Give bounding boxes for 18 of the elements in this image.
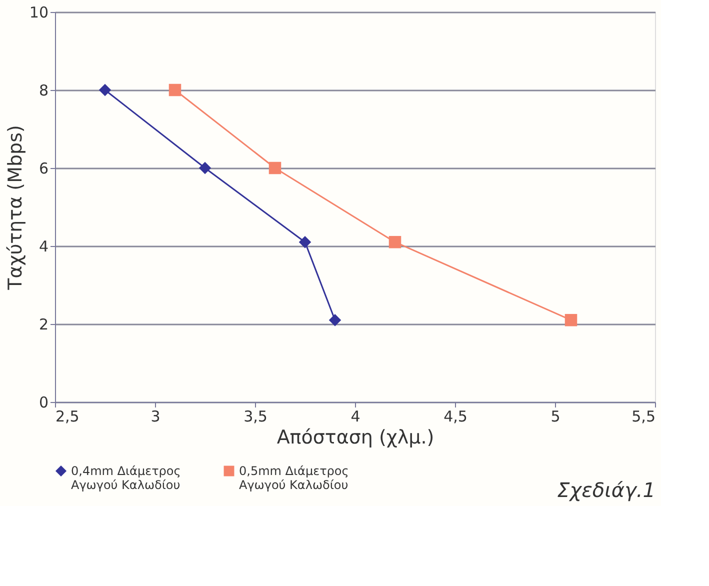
text: Σχεδιάγ.1 [557,478,656,502]
y-tick-label: 4 [38,238,48,256]
y-tick-label: 6 [38,160,48,178]
y-axis-title: Ταχύτητα (Mbps) [4,125,26,291]
legend-label: 0,4mm Διάμετρος Αγωγού Καλωδίου [71,464,181,492]
y-tick-label: 8 [38,82,48,100]
y-tick-label: 0 [38,394,48,412]
x-tick-label: 5,5 [632,408,656,426]
x-tick-label: 3,5 [244,408,268,426]
x-axis-title: Απόσταση (χλμ.) [276,426,434,448]
x-tick-label: 3 [150,408,160,426]
y-tick-label: 2 [38,316,48,334]
legend-label: 0,5mm Διάμετρος Αγωγού Καλωδίου [239,464,349,492]
x-tick-label: 2,5 [56,408,80,426]
x-tick-label: 4 [350,408,360,426]
x-tick-label: 4,5 [444,408,468,426]
y-tick-label: 10 [29,4,48,22]
x-tick-label: 5 [550,408,560,426]
